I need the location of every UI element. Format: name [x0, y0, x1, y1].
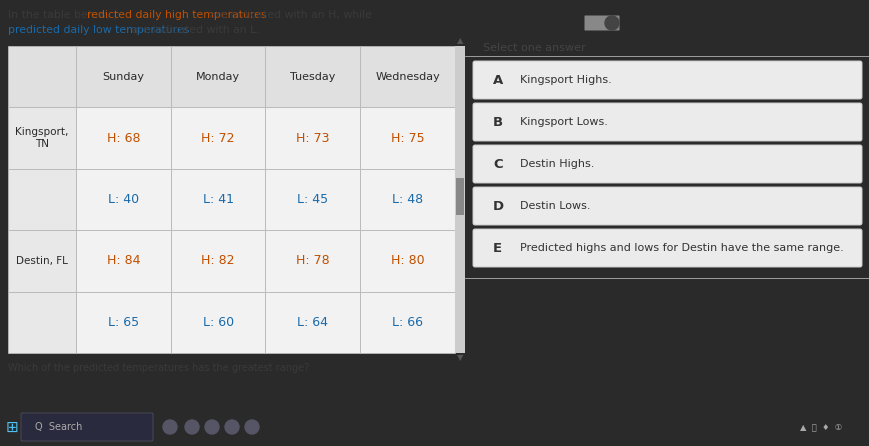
Text: Kingsport Lows.: Kingsport Lows.: [520, 117, 607, 127]
Text: L: 45: L: 45: [297, 193, 328, 206]
Text: L: 41: L: 41: [202, 193, 234, 206]
FancyBboxPatch shape: [473, 145, 861, 183]
Bar: [170, 46, 265, 107]
Text: H: 84: H: 84: [107, 254, 140, 268]
Text: C: C: [493, 157, 502, 170]
FancyBboxPatch shape: [473, 229, 861, 267]
Text: D: D: [493, 199, 503, 212]
Text: H: 75: H: 75: [390, 132, 424, 145]
Text: H: 78: H: 78: [295, 254, 329, 268]
Bar: [265, 46, 360, 107]
Text: are indicated with an H, while: are indicated with an H, while: [206, 10, 372, 20]
FancyBboxPatch shape: [473, 187, 861, 225]
Text: B: B: [493, 116, 502, 128]
Bar: [8, 169, 76, 230]
Bar: [360, 46, 454, 107]
Text: Kingsport Highs.: Kingsport Highs.: [520, 75, 611, 85]
Circle shape: [205, 420, 219, 434]
FancyBboxPatch shape: [473, 61, 861, 99]
Bar: [265, 230, 360, 292]
Bar: [454, 46, 464, 353]
Text: L: 65: L: 65: [108, 316, 139, 329]
Bar: [360, 169, 454, 230]
Bar: [76, 107, 170, 169]
Text: Select one answer: Select one answer: [482, 43, 585, 53]
Bar: [8, 292, 76, 353]
Circle shape: [185, 420, 199, 434]
FancyBboxPatch shape: [584, 16, 619, 30]
Text: L: 66: L: 66: [392, 316, 422, 329]
Text: Wednesday: Wednesday: [375, 72, 440, 82]
Bar: [76, 292, 170, 353]
Bar: [265, 107, 360, 169]
Bar: [265, 292, 360, 353]
Text: L: 40: L: 40: [108, 193, 139, 206]
Circle shape: [604, 16, 618, 30]
Bar: [170, 169, 265, 230]
Text: Kingsport,
TN: Kingsport, TN: [16, 127, 69, 149]
Text: redicted daily high temperatures: redicted daily high temperatures: [87, 10, 266, 20]
Text: Sunday: Sunday: [103, 72, 144, 82]
Text: Destin Highs.: Destin Highs.: [520, 159, 594, 169]
Text: ▲  ⓖ  ♦  ①: ▲ ⓖ ♦ ①: [799, 422, 841, 431]
Bar: [360, 107, 454, 169]
Bar: [8, 230, 76, 292]
Bar: [360, 292, 454, 353]
Text: A: A: [493, 74, 502, 87]
Bar: [76, 46, 170, 107]
Bar: [170, 292, 265, 353]
Text: H: 72: H: 72: [201, 132, 235, 145]
Circle shape: [163, 420, 176, 434]
Circle shape: [245, 420, 259, 434]
Text: Q  Search: Q Search: [35, 422, 83, 432]
Bar: [265, 169, 360, 230]
Bar: [170, 230, 265, 292]
Text: Elimination Tool: Elimination Tool: [482, 17, 575, 29]
Text: ⊞: ⊞: [5, 420, 18, 434]
Text: Predicted highs and lows for Destin have the same range.: Predicted highs and lows for Destin have…: [520, 243, 843, 253]
Text: H: 68: H: 68: [107, 132, 140, 145]
Bar: [360, 230, 454, 292]
Text: Destin, FL: Destin, FL: [16, 256, 68, 266]
Text: Destin Lows.: Destin Lows.: [520, 201, 590, 211]
Text: Monday: Monday: [196, 72, 240, 82]
FancyBboxPatch shape: [473, 103, 861, 141]
Text: E: E: [493, 241, 501, 255]
Bar: [8, 107, 76, 169]
Circle shape: [225, 420, 239, 434]
Bar: [170, 107, 265, 169]
Text: Tuesday: Tuesday: [290, 72, 335, 82]
Text: are indicated with an L.: are indicated with an L.: [128, 25, 259, 35]
Bar: [76, 230, 170, 292]
Text: H: 82: H: 82: [201, 254, 235, 268]
Text: H: 73: H: 73: [295, 132, 329, 145]
Text: H: 80: H: 80: [390, 254, 424, 268]
Text: ▼: ▼: [456, 354, 462, 363]
Bar: [455, 178, 463, 215]
Text: Which of the predicted temperatures has the greatest range?: Which of the predicted temperatures has …: [8, 363, 308, 373]
FancyBboxPatch shape: [21, 413, 153, 441]
Bar: [76, 169, 170, 230]
Text: In the table below, p: In the table below, p: [8, 10, 121, 20]
Text: L: 48: L: 48: [392, 193, 422, 206]
Text: predicted daily low temperatures: predicted daily low temperatures: [8, 25, 189, 35]
Bar: [8, 46, 76, 107]
Text: L: 60: L: 60: [202, 316, 234, 329]
Text: ▲: ▲: [456, 37, 462, 45]
Text: L: 64: L: 64: [297, 316, 328, 329]
